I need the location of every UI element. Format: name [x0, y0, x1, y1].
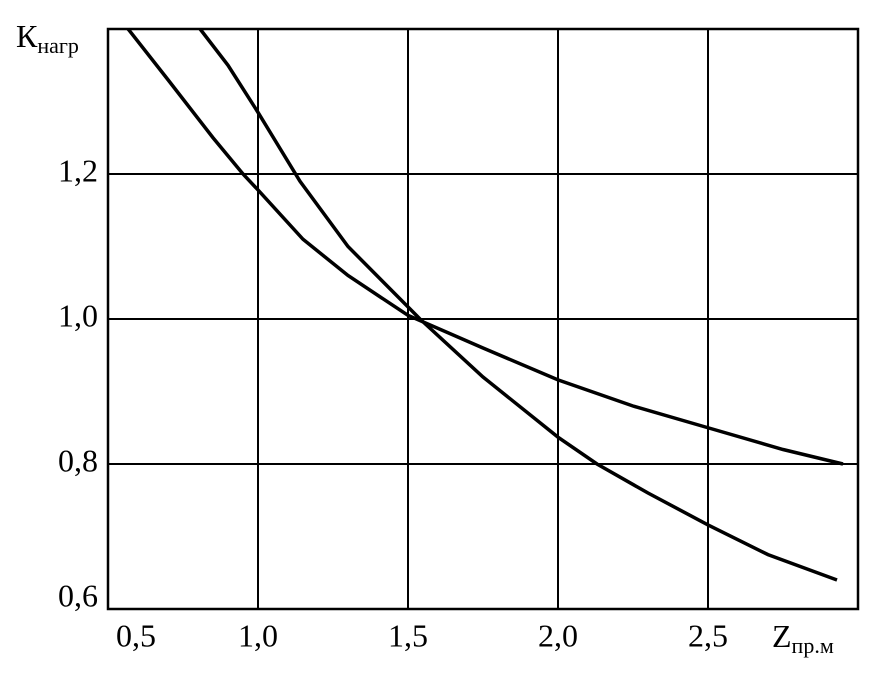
x-tick-label: 1,0	[238, 617, 278, 653]
y-tick-label: 0,6	[58, 577, 98, 613]
y-tick-label: 1,2	[58, 152, 98, 188]
x-tick-label: 2,0	[538, 617, 578, 653]
y-label-main: К	[16, 18, 38, 54]
line-series	[198, 27, 838, 582]
y-tick-label: 1,0	[58, 297, 98, 333]
x-tick-label: 1,5	[388, 617, 428, 653]
x-label-sub: пр.м	[792, 633, 834, 658]
x-axis-label: Zпр.м	[772, 618, 834, 658]
line-series	[126, 27, 844, 466]
y-tick-label: 0,8	[58, 442, 98, 478]
x-tick-label: 2,5	[688, 617, 728, 653]
y-label-sub: нагр	[37, 33, 79, 58]
y-axis-label: Кнагр	[16, 18, 79, 58]
x-tick-label: 0,5	[116, 617, 156, 653]
x-label-main: Z	[772, 618, 792, 654]
